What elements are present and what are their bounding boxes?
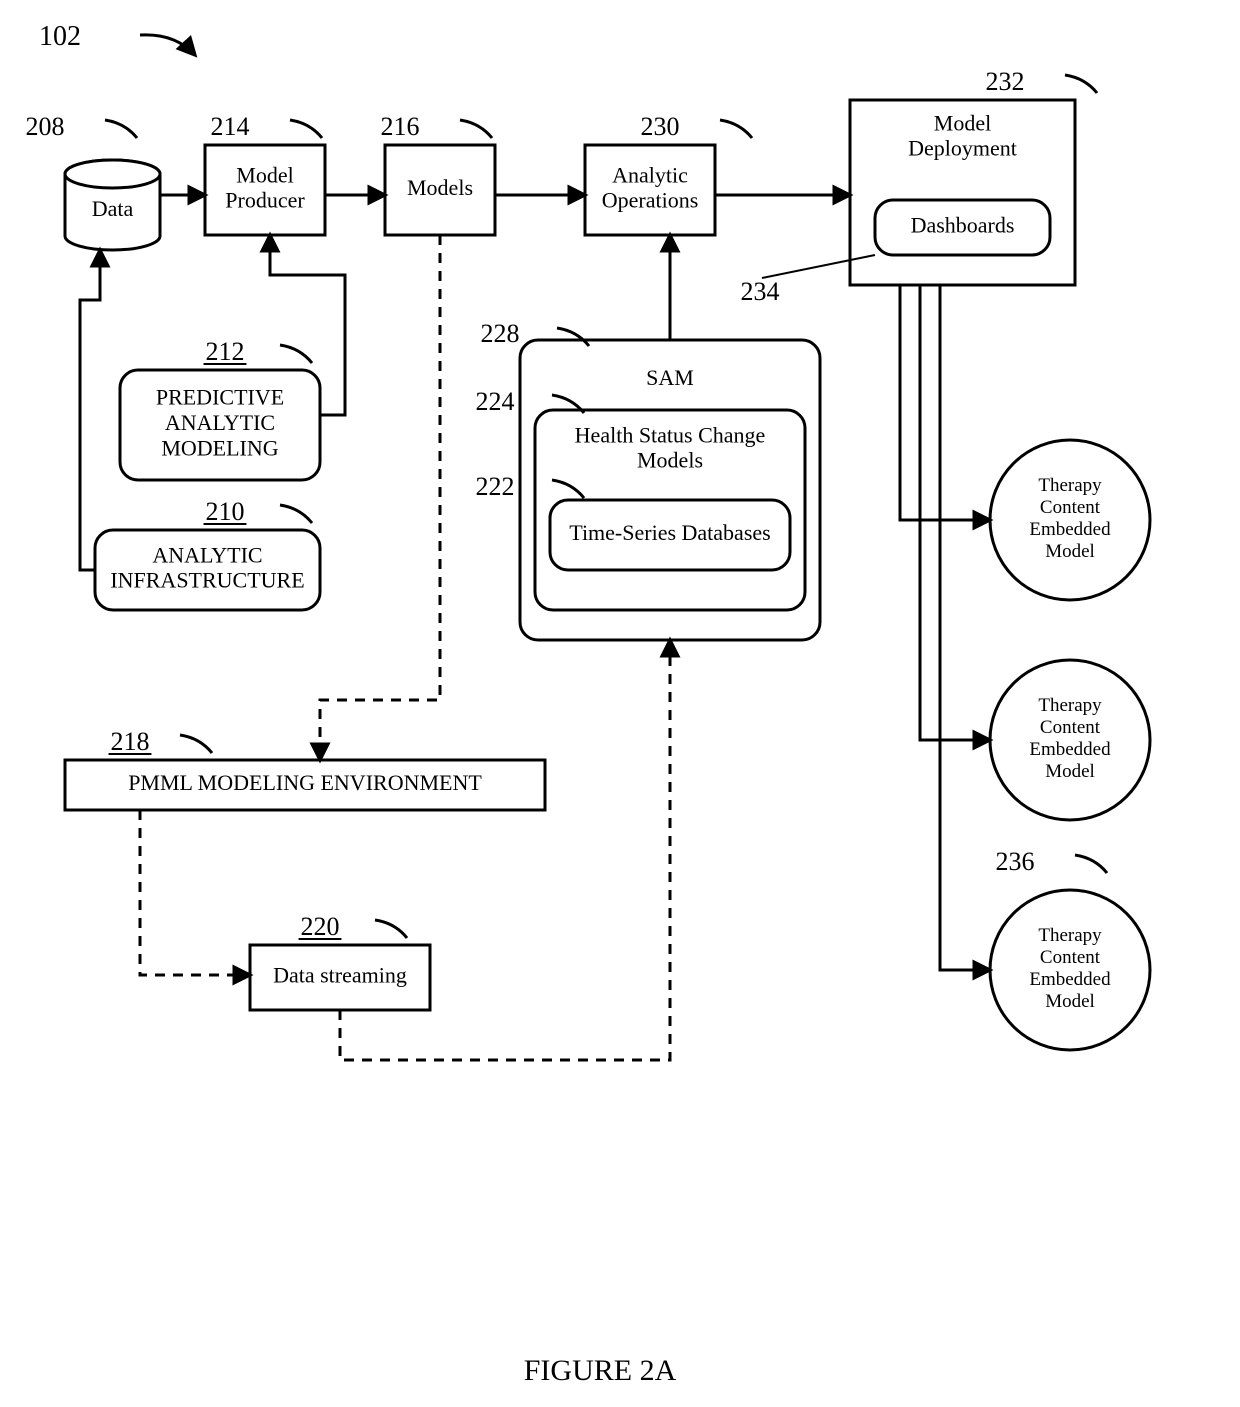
edge-pmml>streaming — [140, 810, 250, 975]
label-predictive: PREDICTIVEANALYTICMODELING — [156, 385, 284, 461]
label-analytic: AnalyticOperations — [602, 162, 699, 212]
ref-infra: 210 — [206, 497, 245, 526]
edge-deploy>therapy3 — [940, 285, 990, 970]
ref-producer: 214 — [211, 112, 250, 141]
label-producer: ModelProducer — [225, 162, 305, 212]
edge-models>pmml — [320, 235, 440, 760]
figure-title: FIGURE 2A — [524, 1354, 677, 1387]
ref-data: 208 — [26, 112, 65, 141]
figure-ref-arrow — [140, 35, 195, 55]
ref-sam: 228 — [481, 319, 520, 348]
edge-deploy>therapy1 — [900, 285, 990, 520]
edge-infra>data — [80, 250, 100, 570]
label-sam: SAM — [646, 365, 694, 390]
edge-deploy>therapy2 — [920, 285, 990, 740]
label-data: Data — [92, 196, 134, 221]
ref-therapy3: 236 — [996, 847, 1035, 876]
ref-streaming: 220 — [301, 912, 340, 941]
label-models: Models — [407, 175, 473, 200]
ref-hsc: 224 — [476, 387, 515, 416]
ref-deploy: 232 — [986, 67, 1025, 96]
label-dashboards: Dashboards — [911, 213, 1015, 238]
ref-predictive: 212 — [206, 337, 245, 366]
ref-pmml: 218 — [111, 727, 150, 756]
label-tsdb: Time-Series Databases — [569, 520, 770, 545]
figure-ref: 102 — [39, 21, 81, 52]
label-pmml: PMML MODELING ENVIRONMENT — [128, 770, 482, 795]
ref-dashboards: 234 — [741, 277, 780, 306]
ref-tsdb: 222 — [476, 472, 515, 501]
label-streaming: Data streaming — [273, 963, 407, 988]
ref-models: 216 — [381, 112, 420, 141]
ref-analytic: 230 — [641, 112, 680, 141]
